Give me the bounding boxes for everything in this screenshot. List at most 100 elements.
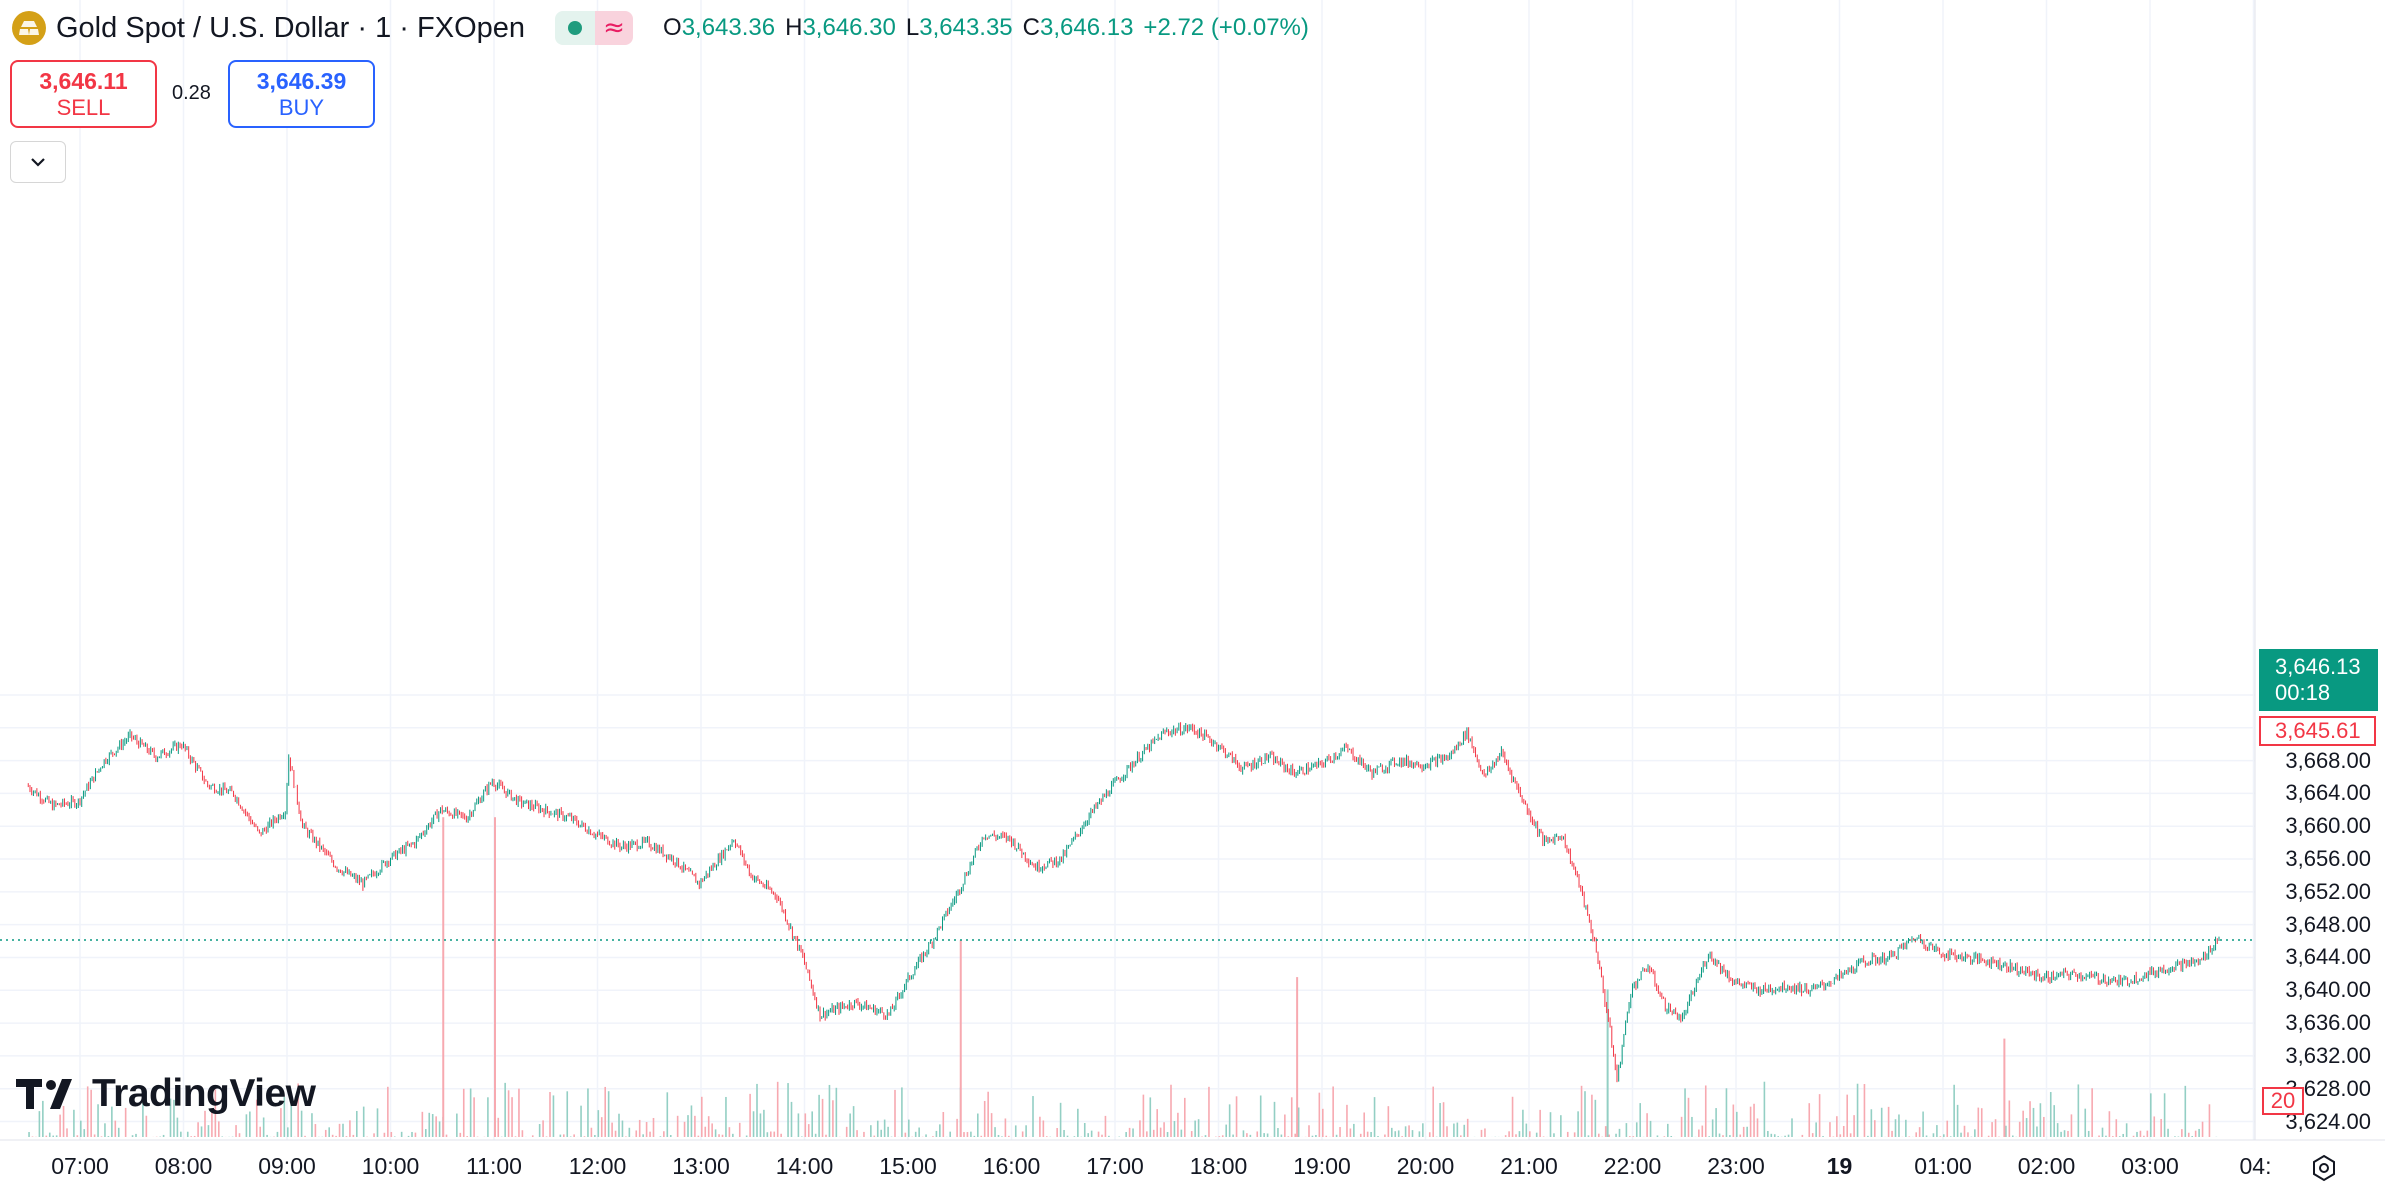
volume-bar bbox=[611, 1122, 613, 1137]
price-tick-label: 3,668.00 bbox=[2285, 747, 2371, 773]
volume-bar bbox=[1822, 1136, 1824, 1137]
volume-bar bbox=[1221, 1135, 1224, 1137]
volume-bar bbox=[614, 1130, 617, 1137]
volume-bar bbox=[1163, 1122, 1165, 1137]
volume-bar bbox=[349, 1120, 351, 1137]
volume-bar bbox=[1915, 1132, 1917, 1137]
volume-bar bbox=[1763, 1081, 1766, 1137]
volume-bar bbox=[73, 1109, 75, 1137]
volume-bar bbox=[2063, 1130, 2066, 1137]
volume-bar bbox=[1418, 1131, 1421, 1137]
volume-bar bbox=[1152, 1129, 1155, 1137]
volume-bar bbox=[987, 1091, 989, 1137]
volume-bar bbox=[814, 1133, 817, 1137]
volume-bar bbox=[1974, 1129, 1976, 1137]
volume-bar bbox=[1580, 1085, 1583, 1137]
volume-bar bbox=[908, 1119, 910, 1137]
volume-bar bbox=[1591, 1094, 1593, 1137]
volume-bar bbox=[2118, 1136, 2121, 1137]
tradingview-logo[interactable]: TradingView bbox=[16, 1072, 316, 1116]
sell-button[interactable]: 3,646.11 SELL bbox=[10, 60, 157, 128]
volume-bar bbox=[1042, 1120, 1045, 1137]
volume-bar bbox=[863, 1131, 865, 1137]
volume-bar bbox=[749, 1093, 751, 1137]
volume-bar bbox=[387, 1086, 389, 1137]
volume-bar bbox=[2043, 1116, 2045, 1137]
time-tick-label: 14:00 bbox=[775, 1153, 834, 1179]
volume-bar bbox=[2198, 1128, 2200, 1137]
market-status[interactable]: ≈ bbox=[555, 11, 634, 45]
bar-countdown: 00:18 bbox=[2275, 680, 2331, 705]
time-tick-label: 12:00 bbox=[568, 1153, 627, 1179]
volume-bar bbox=[1880, 1107, 1883, 1137]
buy-button[interactable]: 3,646.39 BUY bbox=[228, 60, 375, 128]
volume-bar bbox=[2077, 1084, 2080, 1137]
volume-bar bbox=[1836, 1116, 1838, 1137]
volume-bar bbox=[1949, 1136, 1952, 1137]
volume-bar bbox=[1905, 1119, 1907, 1137]
volume-bar bbox=[1811, 1133, 1814, 1137]
volume-bar bbox=[925, 1134, 927, 1137]
volume-bar bbox=[973, 1135, 976, 1137]
time-tick-label: 17:00 bbox=[1086, 1153, 1144, 1179]
open-value: 3,643.36 bbox=[681, 14, 776, 41]
volume-bar bbox=[207, 1125, 210, 1137]
volume-bar bbox=[725, 1096, 727, 1137]
volume-bar bbox=[1208, 1086, 1210, 1137]
volume-bar bbox=[669, 1135, 672, 1137]
volume-bar bbox=[932, 1136, 934, 1137]
volume-bar bbox=[894, 1089, 896, 1137]
volume-bar bbox=[845, 1126, 848, 1137]
volume-bar bbox=[1594, 1099, 1597, 1137]
volume-bar bbox=[1918, 1127, 1921, 1137]
volume-bar bbox=[2181, 1129, 2183, 1137]
volume-bar bbox=[1598, 1133, 1600, 1137]
volume-bar bbox=[1339, 1127, 1341, 1137]
volume-bar bbox=[1004, 1118, 1007, 1137]
chart-grid bbox=[0, 0, 2255, 1140]
volume-bar bbox=[1197, 1119, 1200, 1137]
volume-bar bbox=[1201, 1136, 1203, 1137]
volume-bar bbox=[628, 1127, 631, 1137]
volume-bar bbox=[1770, 1133, 1773, 1137]
volume-bar bbox=[1849, 1133, 1852, 1137]
volume-bar bbox=[300, 1110, 303, 1137]
volume-bar bbox=[1956, 1104, 1959, 1137]
volume-bar bbox=[97, 1104, 99, 1137]
open-label: O bbox=[663, 14, 682, 41]
volume-bar bbox=[1808, 1103, 1811, 1137]
volume-bar bbox=[238, 1133, 241, 1137]
candlestick-series bbox=[27, 722, 2220, 1083]
volume-bar bbox=[497, 1117, 500, 1137]
volume-bar bbox=[766, 1132, 769, 1137]
volume-bar bbox=[2132, 1135, 2135, 1137]
volume-bar bbox=[1463, 1124, 1466, 1137]
volume-bar bbox=[676, 1115, 679, 1137]
volume-bar bbox=[1615, 1133, 1617, 1137]
chart-settings-button[interactable] bbox=[2308, 1152, 2340, 1184]
volume-bar bbox=[1039, 1116, 1041, 1137]
volume-bar bbox=[1991, 1122, 1993, 1137]
volume-bar bbox=[2032, 1107, 2035, 1137]
volume-bar bbox=[107, 1136, 110, 1137]
volume-bar bbox=[1891, 1130, 1893, 1137]
collapse-toggle-button[interactable] bbox=[10, 141, 66, 183]
volume-bar bbox=[1097, 1131, 1100, 1137]
symbol-title[interactable]: Gold Spot / U.S. Dollar · 1 · FXOpen bbox=[56, 11, 526, 44]
volume-bar bbox=[2053, 1105, 2055, 1137]
volume-bar bbox=[1353, 1123, 1355, 1137]
volume-bar bbox=[1753, 1103, 1755, 1137]
volume-bar bbox=[811, 1111, 813, 1137]
volume-bar bbox=[1518, 1131, 1521, 1137]
volume-bar bbox=[1777, 1136, 1779, 1137]
volume-bar bbox=[1277, 1128, 1279, 1137]
volume-bar bbox=[597, 1110, 600, 1137]
volume-bar bbox=[773, 1131, 776, 1137]
volume-bar bbox=[1159, 1127, 1162, 1137]
volume-bar bbox=[1511, 1096, 1514, 1137]
volume-bar bbox=[2029, 1101, 2031, 1137]
volume-bar bbox=[1377, 1136, 1379, 1137]
volume-bar bbox=[697, 1135, 700, 1137]
volume-bar bbox=[1553, 1133, 1555, 1137]
